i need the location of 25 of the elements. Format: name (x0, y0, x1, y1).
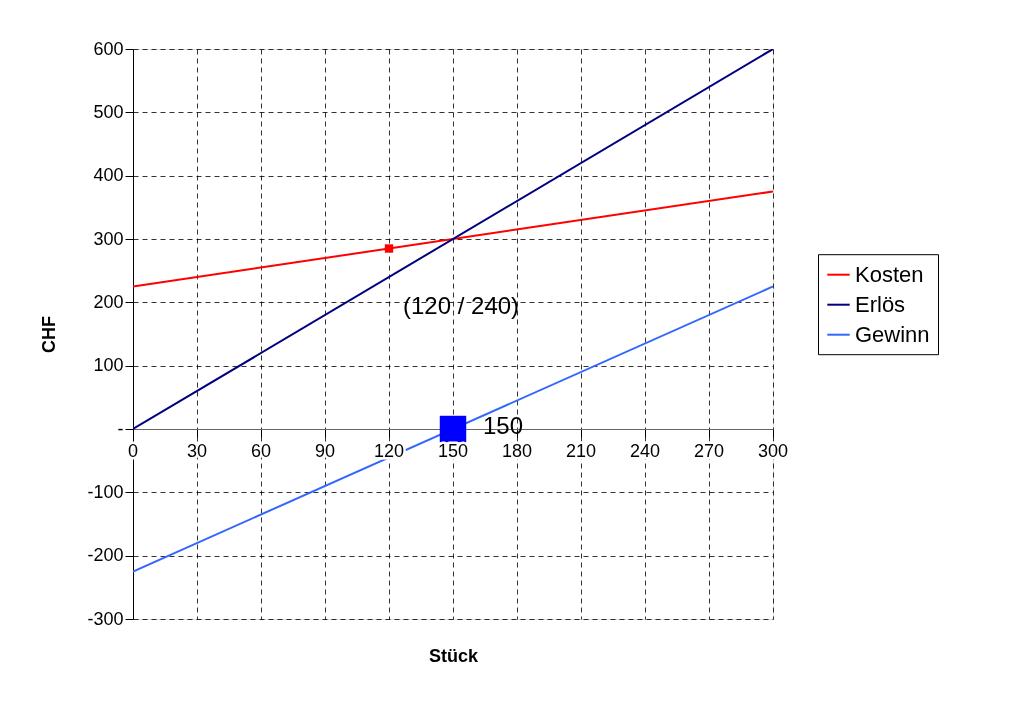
annotation: (120 / 240) (403, 292, 520, 319)
x-tick-label: 30 (186, 441, 208, 461)
y-tick-label: -100 (87, 481, 124, 502)
y-tick-label: 200 (93, 291, 124, 312)
x-tick-label: 300 (757, 441, 789, 461)
x-tick-label: 60 (250, 441, 272, 461)
y-tick-label: 500 (93, 101, 124, 122)
y-tick-label: 100 (93, 355, 124, 376)
y-tick-label: -200 (87, 545, 124, 566)
legend-label: Erlös (855, 291, 906, 317)
y-tick-label: 300 (93, 228, 124, 249)
x-tick-label: 150 (437, 441, 469, 461)
x-tick-label: 90 (314, 441, 336, 461)
x-tick-label: 180 (501, 441, 533, 461)
x-tick-label: 240 (629, 441, 661, 461)
x-tick-label: 210 (565, 441, 597, 461)
y-axis-title: CHF (39, 316, 60, 353)
x-axis-title: Stück (428, 646, 479, 666)
y-tick-label: - (117, 418, 124, 439)
legend-label: Kosten (855, 261, 924, 287)
y-tick-label: 600 (93, 38, 124, 59)
legend-label: Gewinn (855, 321, 930, 347)
x-tick-label: 270 (693, 441, 725, 461)
y-tick-label: -300 (87, 608, 124, 629)
y-tick-label: 400 (93, 165, 124, 186)
